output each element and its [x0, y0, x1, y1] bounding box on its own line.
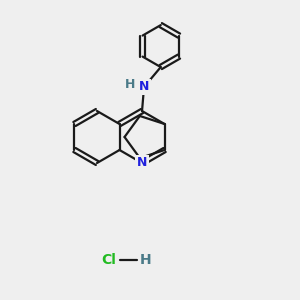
- Text: N: N: [139, 80, 149, 94]
- Text: Cl: Cl: [102, 253, 116, 267]
- Text: H: H: [140, 253, 152, 267]
- Text: H: H: [125, 79, 135, 92]
- Text: N: N: [137, 157, 147, 169]
